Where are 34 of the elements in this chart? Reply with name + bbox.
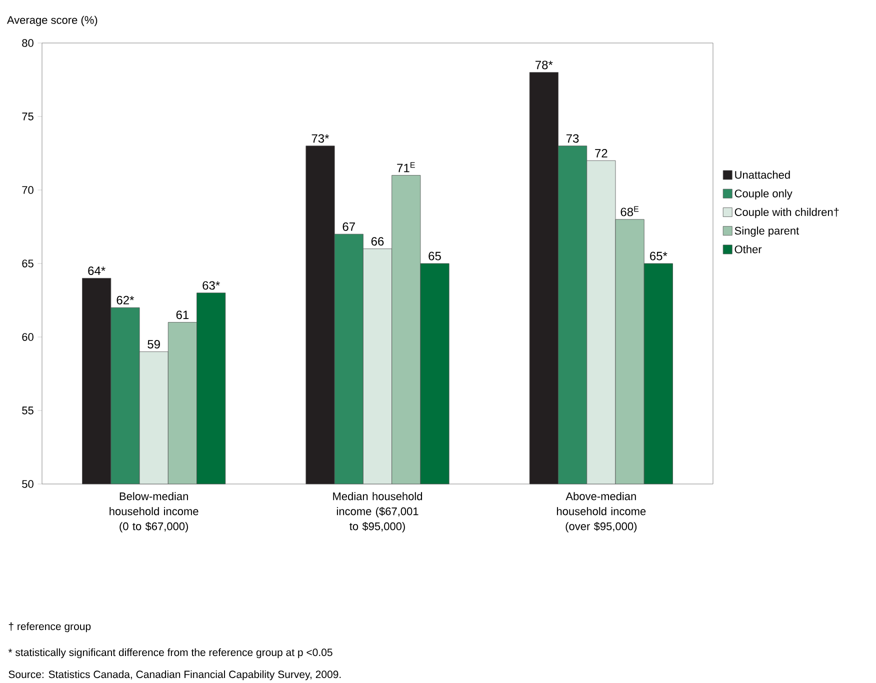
data-label: 63* bbox=[202, 281, 220, 290]
data-label: 78* bbox=[536, 60, 553, 70]
x-tick-label: Above-median household income (over $95,000) bbox=[556, 492, 646, 532]
legend-label: Single parent bbox=[734, 226, 800, 237]
legend-label: Couple only bbox=[734, 189, 792, 200]
y-axis-title: Average score (%) bbox=[6, 16, 98, 26]
y-tick-label: 65 bbox=[22, 260, 34, 268]
data-label: 66 bbox=[371, 237, 384, 246]
y-tick-label: 75 bbox=[22, 112, 34, 120]
y-tick-label: 50 bbox=[22, 480, 34, 488]
legend-label: Couple with children† bbox=[734, 208, 839, 218]
data-label: 67 bbox=[342, 222, 355, 231]
x-tick-label: Below-median household income (0 to $67,000) bbox=[110, 492, 198, 532]
y-tick-label: 60 bbox=[22, 333, 34, 341]
x-tick-label: Median household income ($67,001 to $95,000) bbox=[333, 492, 422, 532]
data-label: 73 bbox=[566, 134, 579, 143]
y-tick-label: 70 bbox=[22, 186, 34, 194]
text: † reference group bbox=[8, 622, 91, 632]
y-tick-label: 80 bbox=[22, 39, 34, 47]
data-label: 71$^{E}$ bbox=[397, 162, 415, 172]
text: * statistically significant difference from the reference group at p <0.05 bbox=[8, 648, 332, 658]
legend-label: Other bbox=[734, 245, 762, 254]
legend-label: Unattached bbox=[735, 170, 790, 179]
y-tick-label: 55 bbox=[22, 406, 34, 414]
data-label: 65* bbox=[650, 252, 668, 260]
data-label: 62* bbox=[116, 296, 134, 304]
source-note: Source: Statistics Canada, Canadian Financial Capability Survey, 2009. bbox=[8, 670, 341, 680]
data-label: 64* bbox=[88, 266, 106, 275]
data-label: 68$^{E}$ bbox=[620, 206, 639, 216]
data-label: 73* bbox=[312, 134, 330, 143]
data-label: 72 bbox=[595, 149, 608, 158]
data-label: 61 bbox=[176, 310, 189, 320]
data-label: 59 bbox=[148, 340, 160, 348]
data-label: 65 bbox=[428, 252, 441, 260]
